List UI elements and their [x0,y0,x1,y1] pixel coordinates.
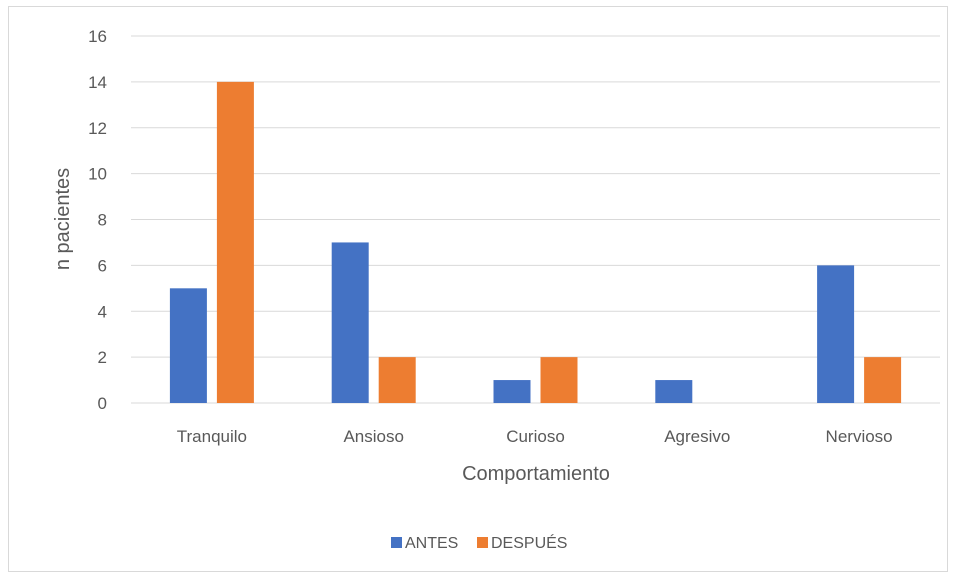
bar-antes-ansioso [331,242,369,403]
bar-antes-curioso [493,380,531,403]
y-axis-title: n pacientes [52,168,74,270]
x-tick-label: Ansioso [343,427,403,446]
legend-swatch-antes [391,537,402,548]
y-tick-label: 16 [88,27,107,46]
bar-después-ansioso [378,357,416,403]
x-tick-label: Nervioso [826,427,893,446]
x-tick-label: Curioso [506,427,565,446]
legend: ANTES DESPUÉS [391,533,567,552]
bar-antes-tranquilo [169,288,207,403]
bars [169,81,902,403]
legend-label-después: DESPUÉS [491,533,567,552]
x-tick-label: Tranquilo [177,427,247,446]
y-tick-label: 0 [98,394,107,413]
y-tick-label: 14 [88,73,107,92]
y-tick-label: 4 [98,302,107,321]
legend-swatch-después [477,537,488,548]
x-axis-ticks: Tranquilo Ansioso Curioso Agresivo Nervioso [177,427,893,446]
y-tick-label: 10 [88,165,107,184]
chart-frame [8,6,948,572]
y-axis-ticks: 0 2 4 6 8 10 12 14 16 [88,27,107,413]
y-tick-label: 2 [98,348,107,367]
gridlines [131,35,940,404]
y-tick-label: 12 [88,119,107,138]
bar-después-nervioso [864,357,902,403]
legend-label-antes: ANTES [405,535,458,552]
bar-después-curioso [540,357,578,403]
bar-antes-agresivo [655,380,693,403]
x-axis-title: Comportamiento [462,463,610,485]
bar-antes-nervioso [817,265,855,403]
x-tick-label: Agresivo [664,427,730,446]
y-tick-label: 8 [98,211,107,230]
bar-después-tranquilo [216,81,254,403]
y-tick-label: 6 [98,256,107,275]
